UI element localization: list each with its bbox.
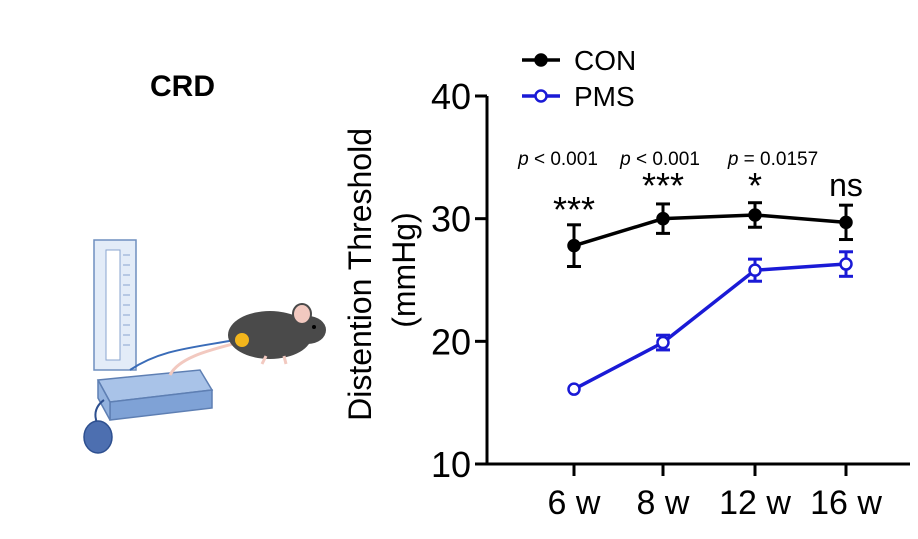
legend-marker — [534, 53, 548, 67]
legend-label: CON — [574, 45, 636, 76]
p-value-label: p < 0.001 — [619, 149, 700, 170]
y-axis-label-line1: Distention Threshold — [342, 128, 378, 421]
data-point — [748, 263, 762, 277]
series-line-con — [573, 213, 847, 248]
data-point — [748, 208, 762, 222]
p-value-label: p < 0.001 — [517, 149, 598, 170]
significance-label: *** — [642, 165, 684, 206]
y-tick-label: 30 — [431, 199, 471, 240]
data-point — [567, 382, 581, 396]
y-tick-label: 40 — [431, 76, 471, 117]
y-axis-label: Distention Threshold (mmHg) — [342, 119, 422, 421]
x-tick-label: 8 w — [637, 484, 690, 522]
series-line-pms — [573, 262, 847, 391]
significance-label: * — [748, 165, 762, 206]
data-point — [567, 238, 581, 253]
data-point — [839, 215, 853, 230]
x-tick-label: 6 w — [548, 484, 601, 522]
y-tick-label: 20 — [431, 321, 471, 362]
legend-label: PMS — [574, 81, 635, 112]
crd-illustration — [83, 239, 326, 454]
legend-marker — [534, 89, 548, 103]
significance-label: ns — [829, 167, 863, 203]
data-point — [656, 335, 670, 350]
p-value-label: p = 0.0157 — [727, 149, 818, 170]
x-tick-label: 16 w — [810, 484, 882, 522]
data-point — [839, 257, 853, 271]
panel-title: CRD — [150, 70, 215, 103]
y-tick-label: 10 — [431, 444, 471, 485]
x-tick-label: 12 w — [719, 484, 791, 522]
y-axis-label-line2: (mmHg) — [386, 212, 422, 328]
data-point — [656, 211, 670, 226]
mouse-icon — [228, 303, 326, 365]
sphygmomanometer-icon — [83, 239, 241, 454]
significance-label: *** — [553, 189, 595, 230]
